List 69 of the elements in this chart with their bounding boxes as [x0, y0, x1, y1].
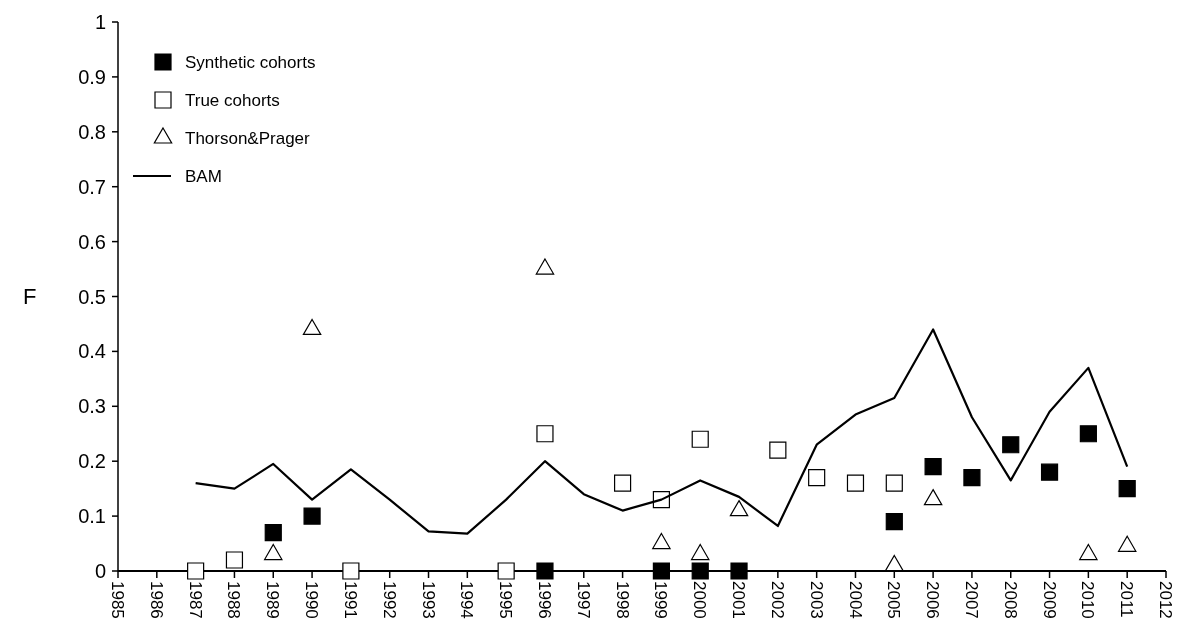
x-tick-label: 1986 [146, 581, 166, 619]
x-tick-label: 1998 [612, 581, 632, 619]
x-tick-label: 2011 [1117, 581, 1137, 618]
x-tick-label: 1992 [379, 581, 399, 619]
point [652, 562, 671, 580]
point [303, 507, 321, 525]
x-tick-label: 2008 [1000, 581, 1020, 619]
point [1002, 436, 1020, 454]
y-tick-label: 0 [94, 560, 106, 582]
point [1079, 425, 1097, 443]
x-tick-label: 1997 [573, 581, 593, 619]
point [536, 562, 554, 580]
x-tick-label: 2009 [1039, 581, 1059, 619]
point [885, 474, 903, 492]
point [963, 469, 981, 487]
point [885, 512, 903, 531]
x-tick-label: 1993 [418, 581, 438, 619]
x-tick-label: 1988 [224, 581, 244, 619]
point [342, 562, 360, 580]
x-tick-label: 2001 [729, 581, 749, 619]
x-tick-label: 1999 [651, 581, 671, 619]
point [730, 562, 748, 580]
legend-label: Thorson&Prager [185, 128, 311, 148]
point [536, 425, 554, 443]
point [187, 562, 205, 580]
point [264, 523, 282, 542]
legend-label: Synthetic cohorts [185, 52, 316, 72]
x-tick-label: 1994 [457, 581, 477, 619]
y-axis-title: F [23, 284, 37, 310]
x-tick-label: 2012 [1156, 581, 1176, 619]
y-tick-label: 0.8 [78, 120, 106, 143]
y-tick-label: 0.3 [78, 395, 106, 418]
x-tick-label: 1991 [340, 581, 360, 619]
point [225, 551, 244, 569]
point [846, 474, 865, 492]
x-tick-label: 2002 [767, 581, 787, 619]
x-tick-label: 1995 [496, 581, 516, 619]
x-tick-label: 1996 [535, 581, 555, 619]
y-tick-label: 0.7 [78, 175, 106, 198]
x-tick-label: 1987 [185, 581, 205, 619]
line-series [194, 328, 1129, 535]
x-tick-label: 1985 [108, 581, 128, 619]
point [613, 474, 632, 492]
legend-label: True cohorts [185, 90, 280, 110]
x-tick-label: 2004 [845, 581, 865, 619]
x-tick-label: 2006 [923, 581, 943, 619]
y-tick-label: 0.1 [78, 505, 106, 528]
point [924, 458, 942, 476]
y-tick-label: 0.6 [78, 230, 106, 253]
x-tick-label: 1990 [302, 581, 322, 619]
x-tick-label: 1989 [263, 581, 283, 619]
x-tick-label: 2005 [884, 581, 904, 619]
y-tick-label: 0.9 [78, 65, 106, 88]
point [1040, 463, 1059, 481]
y-tick-label: 0.2 [78, 450, 106, 473]
y-tick-label: 0.4 [78, 340, 106, 363]
point [1118, 480, 1136, 498]
y-tick-label: 0.5 [78, 285, 106, 308]
point [691, 562, 709, 580]
legend-label: BAM [185, 166, 222, 186]
point [808, 469, 826, 487]
x-tick-label: 2007 [961, 581, 981, 619]
x-tick-label: 2000 [690, 581, 710, 619]
y-tick-label: 1 [94, 11, 106, 33]
x-tick-label: 2003 [806, 581, 826, 619]
point [691, 430, 709, 448]
point [497, 562, 515, 580]
x-tick-label: 2010 [1078, 581, 1098, 619]
point [769, 441, 787, 459]
